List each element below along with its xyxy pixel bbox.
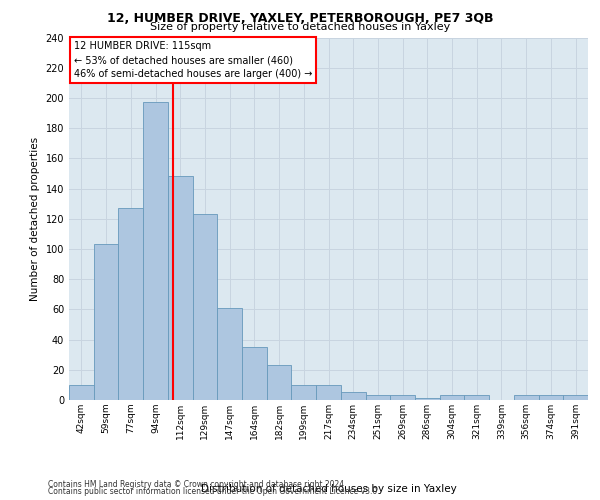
Bar xyxy=(118,208,143,400)
Bar xyxy=(168,176,193,400)
X-axis label: Distribution of detached houses by size in Yaxley: Distribution of detached houses by size … xyxy=(200,484,457,494)
Bar xyxy=(69,385,94,400)
Text: Size of property relative to detached houses in Yaxley: Size of property relative to detached ho… xyxy=(150,22,450,32)
Text: Contains HM Land Registry data © Crown copyright and database right 2024.: Contains HM Land Registry data © Crown c… xyxy=(48,480,347,489)
Bar xyxy=(539,396,563,400)
Bar xyxy=(514,396,539,400)
Text: Contains public sector information licensed under the Open Government Licence v3: Contains public sector information licen… xyxy=(48,487,380,496)
Bar xyxy=(365,396,390,400)
Bar xyxy=(341,392,365,400)
Bar xyxy=(316,385,341,400)
Bar xyxy=(193,214,217,400)
Bar xyxy=(267,366,292,400)
Bar xyxy=(440,396,464,400)
Bar xyxy=(390,396,415,400)
Bar xyxy=(242,347,267,400)
Bar xyxy=(217,308,242,400)
Bar xyxy=(94,244,118,400)
Text: 12, HUMBER DRIVE, YAXLEY, PETERBOROUGH, PE7 3QB: 12, HUMBER DRIVE, YAXLEY, PETERBOROUGH, … xyxy=(107,12,493,26)
Y-axis label: Number of detached properties: Number of detached properties xyxy=(30,136,40,301)
Text: 12 HUMBER DRIVE: 115sqm
← 53% of detached houses are smaller (460)
46% of semi-d: 12 HUMBER DRIVE: 115sqm ← 53% of detache… xyxy=(74,41,313,79)
Bar xyxy=(292,385,316,400)
Bar xyxy=(415,398,440,400)
Bar xyxy=(143,102,168,400)
Bar xyxy=(563,396,588,400)
Bar xyxy=(464,396,489,400)
